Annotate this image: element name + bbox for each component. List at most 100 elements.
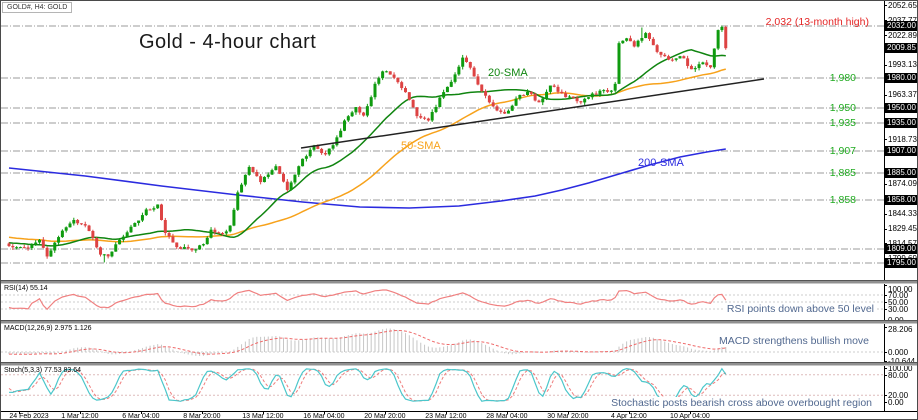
level-price-tag: 1885.00 xyxy=(885,168,917,178)
macd-panel[interactable] xyxy=(1,324,884,362)
time-axis-label: 10 Apr 04:00 xyxy=(670,413,710,420)
price-axis-tick-label: 2052.65 xyxy=(888,1,917,10)
time-axis-tickmark xyxy=(262,411,264,414)
price-axis-tick-label: 1874.09 xyxy=(888,179,917,189)
time-axis-label: 20 Mar 20:00 xyxy=(364,413,406,420)
macd-scale-label: 28.206 xyxy=(888,325,913,334)
price-axis-tick-label: 1829.45 xyxy=(888,224,917,234)
level-price-tag: 2032.00 xyxy=(885,21,917,31)
time-axis-tickmark xyxy=(323,411,325,414)
time-axis-tickmark xyxy=(445,411,447,414)
macd-scale-label: 0.000 xyxy=(888,348,909,357)
rsi-scale-label: 30.00 xyxy=(888,305,909,314)
rsi-panel[interactable] xyxy=(1,284,884,320)
support-level-label: 1,950 xyxy=(829,102,856,114)
price-axis-tick-label: 2037.77 xyxy=(888,16,917,25)
time-axis-tickmark xyxy=(628,411,630,414)
rsi-scale-label: 100.00 xyxy=(888,285,913,294)
price-axis-tick-label: 1963.37 xyxy=(888,90,917,100)
level-price-tag: 1858.00 xyxy=(885,195,917,205)
stochastic-header: Stoch(5,3,3) 77.53 83.64 xyxy=(4,367,82,374)
rsi-scale-tickmark xyxy=(884,295,887,296)
rsi-scale-label: 70.00 xyxy=(888,291,909,300)
sma200-label: 200-SMA xyxy=(638,157,684,169)
time-axis-tickmark xyxy=(201,411,203,414)
level-price-tag: 1907.00 xyxy=(885,146,917,156)
level-price-tag: 1980.00 xyxy=(885,73,917,83)
time-axis-label: 6 Mar 04:00 xyxy=(122,413,160,420)
support-level-label: 1,980 xyxy=(829,72,856,84)
rsi-header: RSI(14) 55.14 xyxy=(4,285,48,292)
price-axis-tickmark xyxy=(884,139,887,141)
rsi-annotation: RSI points down above 50 level xyxy=(724,303,876,315)
symbol-label: GOLD#, H4: GOLD xyxy=(2,2,73,13)
level-price-tag: 1950.00 xyxy=(885,103,917,113)
rsi-scale-tickmark xyxy=(884,284,887,286)
price-axis-tickmark xyxy=(884,20,887,22)
price-axis-tick-label: 2022.89 xyxy=(888,30,917,40)
price-axis-tick-label: 1918.73 xyxy=(888,134,917,144)
stoch-scale-label: 0.00 xyxy=(888,398,904,407)
panel-separator[interactable] xyxy=(1,362,917,366)
stoch-scale-tickmark xyxy=(884,368,887,369)
stoch-scale-tickmark xyxy=(884,374,887,376)
time-axis-tickmark xyxy=(506,411,508,414)
macd-header: MACD(12,26,9) 2.975 1.126 xyxy=(4,325,92,332)
macd-scale-label: -10.644 xyxy=(888,357,915,366)
time-axis-tickmark xyxy=(140,411,142,414)
sma20-label: 20-SMA xyxy=(488,67,528,79)
price-axis-tickmark xyxy=(884,94,887,96)
time-axis-label: 8 Mar 20:00 xyxy=(183,413,221,420)
price-axis-tick-label: 1814.57 xyxy=(888,239,917,248)
support-level-label: 1,885 xyxy=(829,167,856,179)
stochastic-annotation: Stochastic posts bearish cross above ove… xyxy=(609,397,874,409)
rsi-scale-tickmark xyxy=(884,309,887,310)
level-price-tag: 1809.00 xyxy=(885,244,917,254)
macd-scale-tickmark xyxy=(884,352,887,353)
time-axis-divider xyxy=(1,411,917,412)
price-axis-tickmark xyxy=(884,183,887,185)
main-price-chart[interactable] xyxy=(1,1,884,281)
sma50-label: 50-SMA xyxy=(401,140,441,152)
panel-separator[interactable] xyxy=(1,320,917,324)
price-axis-tickmark xyxy=(884,243,887,245)
rsi-scale-label: 50.00 xyxy=(888,298,909,307)
price-axis-tick-label: 1993.13 xyxy=(888,60,917,70)
stoch-scale-label: 80.00 xyxy=(888,370,909,380)
time-axis-label: 16 Mar 04:00 xyxy=(303,413,345,420)
time-axis-tickmark xyxy=(689,411,691,414)
time-axis-label: 13 Mar 12:00 xyxy=(242,413,284,420)
price-axis-tickmark xyxy=(884,5,887,7)
stoch-scale-label: 100.00 xyxy=(888,364,913,373)
price-axis-tickmark xyxy=(884,35,887,37)
time-axis-tickmark xyxy=(567,411,569,414)
time-axis-label: 30 Mar 20:00 xyxy=(547,413,589,420)
macd-scale-tickmark xyxy=(884,327,887,328)
chart-title: Gold - 4-hour chart xyxy=(139,31,317,53)
price-axis-divider xyxy=(884,1,885,411)
time-axis-label: 24 Feb 2023 xyxy=(9,413,49,420)
price-axis-tick-label: 1844.33 xyxy=(888,209,917,219)
time-axis-tickmark xyxy=(79,411,81,414)
time-axis-label: 1 Mar 12:00 xyxy=(61,413,99,420)
price-axis-tickmark xyxy=(884,64,887,66)
time-axis-tickmark xyxy=(18,411,20,414)
support-level-label: 1,907 xyxy=(829,145,856,157)
time-axis-label: 28 Mar 04:00 xyxy=(486,413,528,420)
level-price-tag: 1795.00 xyxy=(885,258,917,268)
support-level-label: 1,935 xyxy=(829,117,856,129)
time-axis-label: 23 Mar 12:00 xyxy=(425,413,467,420)
panel-separator[interactable] xyxy=(1,280,917,284)
stoch-scale-tickmark xyxy=(884,402,887,403)
support-level-label: 1,858 xyxy=(829,194,856,206)
time-axis-tickmark xyxy=(384,411,386,414)
stoch-scale-label: 20.00 xyxy=(888,391,909,401)
macd-annotation: MACD strengthens bullish move xyxy=(717,335,871,347)
resistance-level-label: 2,032 (13-month high) xyxy=(765,16,869,28)
macd-scale-tickmark xyxy=(884,361,887,363)
stoch-scale-tickmark xyxy=(884,395,887,397)
price-axis-tickmark xyxy=(884,213,887,215)
stochastic-panel[interactable] xyxy=(1,366,884,411)
rsi-scale-tickmark xyxy=(884,302,887,303)
